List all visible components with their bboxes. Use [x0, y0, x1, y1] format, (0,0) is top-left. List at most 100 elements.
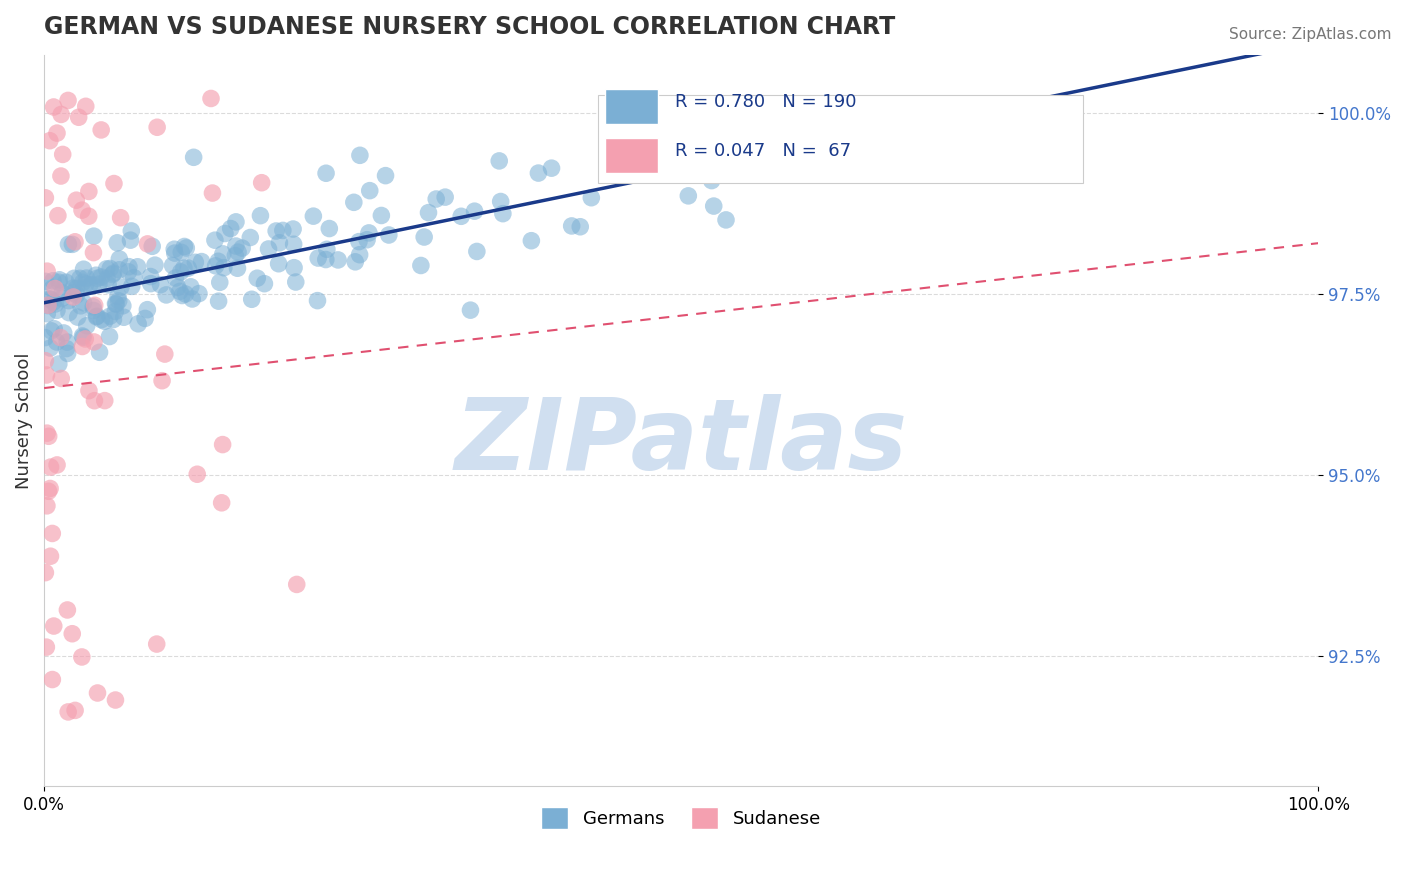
Point: [56, 705, 79, 719]
Point: [714, 213, 737, 227]
Point: [94, 393, 117, 408]
Point: [488, 153, 510, 168]
Point: [347, 235, 370, 249]
Point: [77, 384, 100, 398]
Point: [186, 467, 208, 482]
Point: [370, 209, 392, 223]
Point: [84, 268, 107, 283]
Point: [418, 205, 440, 219]
Point: [174, 287, 197, 301]
Point: [108, 252, 131, 266]
Text: R = 0.047   N =  67: R = 0.047 N = 67: [675, 143, 851, 161]
Point: [69, 271, 91, 285]
Point: [208, 276, 231, 290]
Point: [39, 324, 62, 338]
Point: [48, 275, 70, 289]
Point: [155, 288, 177, 302]
Point: [93, 314, 115, 328]
Point: [246, 271, 269, 285]
Point: [201, 186, 224, 200]
Point: [103, 312, 125, 326]
Point: [34, 330, 56, 344]
Point: [105, 297, 128, 311]
Point: [527, 166, 550, 180]
Point: [39, 460, 62, 475]
Point: [82, 245, 104, 260]
Point: [98, 329, 121, 343]
Point: [111, 299, 134, 313]
Point: [77, 185, 100, 199]
Text: R = 0.780   N = 190: R = 0.780 N = 190: [675, 94, 856, 112]
Point: [65, 288, 87, 302]
Point: [72, 339, 94, 353]
Legend: Germans, Sudanese: Germans, Sudanese: [534, 799, 828, 836]
Point: [239, 230, 262, 244]
Point: [120, 224, 142, 238]
Point: [89, 345, 111, 359]
Point: [75, 277, 97, 291]
Point: [146, 120, 169, 135]
Point: [48, 357, 70, 371]
Point: [83, 303, 105, 318]
Point: [374, 169, 396, 183]
Point: [66, 310, 89, 325]
Point: [110, 211, 132, 225]
Point: [118, 260, 141, 274]
Point: [62, 281, 84, 295]
Point: [344, 255, 367, 269]
Point: [703, 199, 725, 213]
Point: [44, 322, 66, 336]
Point: [86, 309, 108, 323]
Point: [72, 275, 94, 289]
Point: [39, 293, 62, 307]
Point: [283, 237, 305, 252]
Point: [315, 166, 337, 180]
Point: [49, 169, 72, 183]
Point: [90, 123, 112, 137]
Point: [55, 342, 77, 356]
Point: [72, 295, 94, 310]
Point: [264, 224, 287, 238]
Point: [86, 310, 108, 324]
Point: [240, 293, 263, 307]
Point: [83, 229, 105, 244]
Point: [139, 277, 162, 291]
Point: [63, 235, 86, 249]
Point: [90, 312, 112, 326]
Point: [86, 271, 108, 285]
Point: [165, 271, 187, 285]
Point: [169, 285, 191, 299]
Point: [174, 241, 197, 255]
Point: [212, 247, 235, 261]
Point: [42, 295, 65, 310]
Point: [170, 245, 193, 260]
Point: [39, 341, 62, 355]
Point: [51, 285, 73, 300]
Point: [520, 234, 543, 248]
Point: [219, 221, 242, 235]
Point: [425, 192, 447, 206]
Point: [349, 148, 371, 162]
Point: [359, 184, 381, 198]
FancyBboxPatch shape: [605, 89, 658, 124]
Point: [204, 259, 226, 273]
Point: [561, 219, 583, 233]
Point: [307, 293, 329, 308]
Point: [37, 299, 59, 313]
Point: [271, 223, 294, 237]
Point: [42, 274, 65, 288]
Point: [602, 148, 624, 162]
Point: [46, 458, 69, 472]
Point: [307, 251, 329, 265]
Point: [98, 309, 121, 323]
Point: [58, 237, 80, 252]
Point: [83, 393, 105, 408]
Point: [231, 241, 253, 255]
Point: [34, 566, 56, 580]
Point: [315, 242, 337, 256]
Point: [38, 429, 60, 443]
Point: [58, 293, 80, 308]
Point: [52, 326, 75, 340]
Point: [121, 279, 143, 293]
Point: [127, 260, 149, 274]
